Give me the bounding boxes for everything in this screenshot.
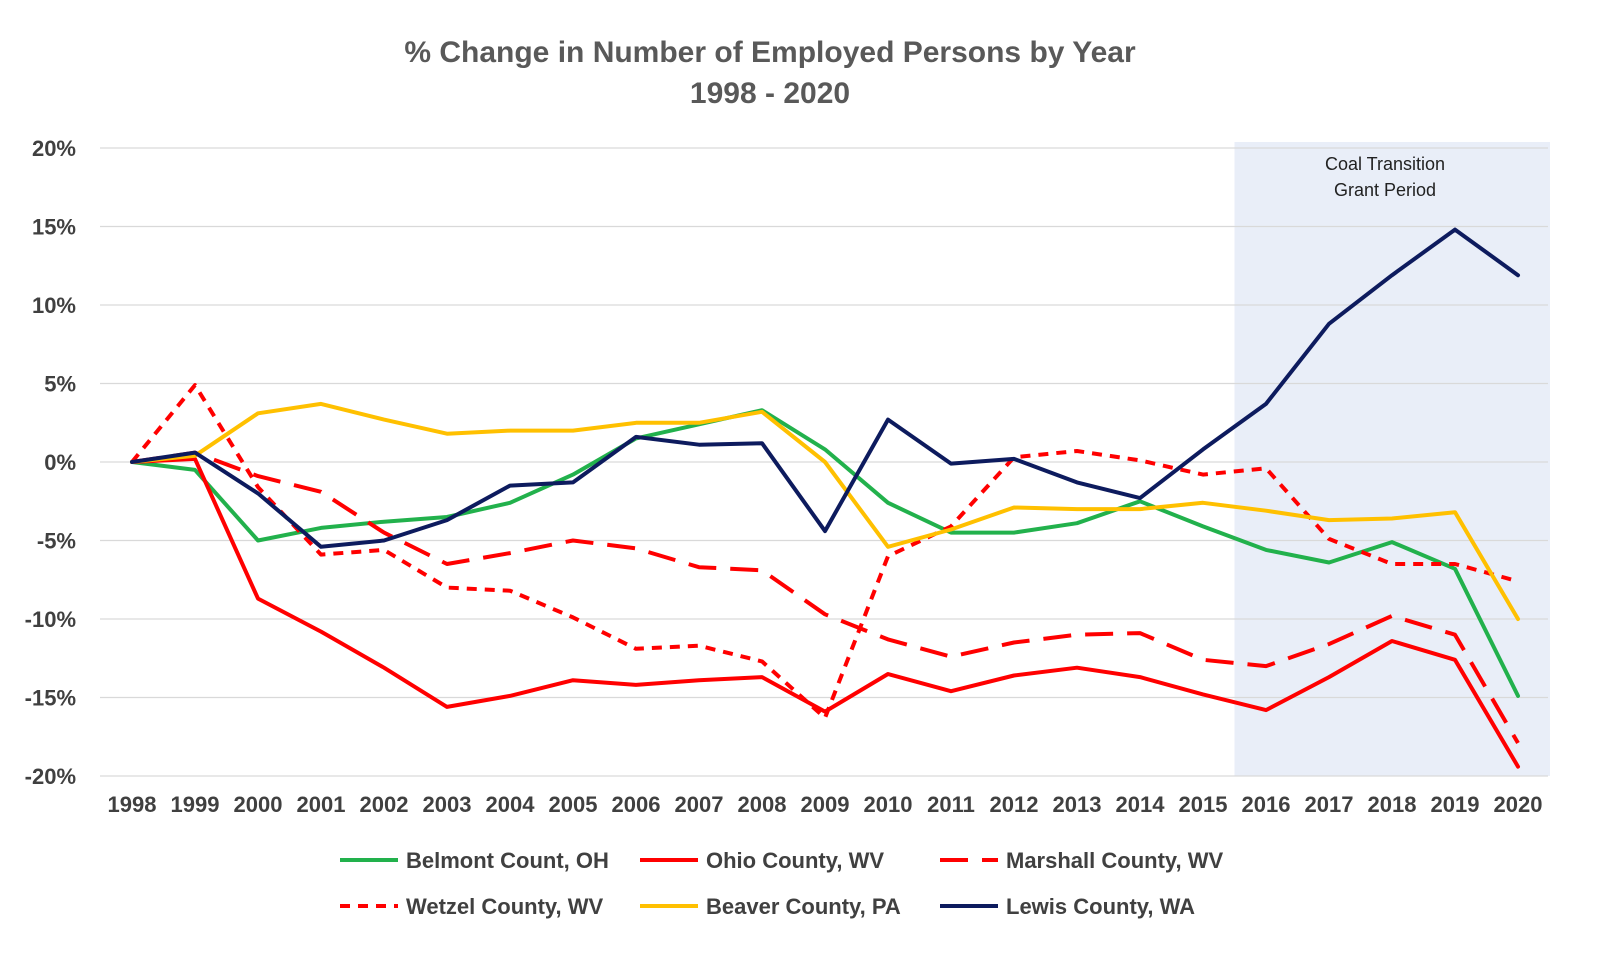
x-tick-label: 2003	[423, 792, 472, 817]
x-tick-label: 2005	[549, 792, 598, 817]
legend: Belmont Count, OH Ohio County, WV Marshall…	[340, 848, 1223, 919]
x-tick-label: 1999	[171, 792, 220, 817]
chart-title: % Change in Number of Employed Persons b…	[404, 36, 1136, 69]
legend-label: Ohio County, WV	[706, 848, 884, 873]
y-tick-label: 15%	[32, 215, 76, 240]
x-tick-label: 2006	[612, 792, 661, 817]
x-tick-label: 2016	[1242, 792, 1291, 817]
x-tick-label: 2009	[801, 792, 850, 817]
x-tick-label: 2011	[927, 792, 975, 817]
x-tick-label: 2007	[675, 792, 724, 817]
y-tick-label: 20%	[32, 136, 76, 161]
x-tick-label: 2019	[1431, 792, 1480, 817]
series-line-belmont-count-oh	[130, 408, 1520, 698]
x-tick-label: 2013	[1053, 792, 1102, 817]
legend-label: Beaver County, PA	[706, 894, 901, 919]
legend-label: Belmont Count, OH	[406, 848, 609, 873]
x-axis-ticks: 1998 1999 2000 2001 2002 2003 2004 2005 2006 2007…	[108, 792, 1543, 817]
x-tick-label: 2012	[990, 792, 1039, 817]
x-tick-label: 2008	[738, 792, 787, 817]
x-tick-label: 2017	[1305, 792, 1354, 817]
y-axis-ticks: 20% 15% 10% 5% 0% -5% -10% -15% -20%	[25, 136, 76, 789]
series-line-marshall-county-wv	[131, 450, 1520, 745]
x-tick-label: 1998	[108, 792, 157, 817]
y-tick-label: -15%	[25, 686, 76, 711]
y-tick-label: 10%	[32, 293, 76, 318]
y-tick-label: -10%	[25, 607, 76, 632]
series-line-lewis-county-wa	[130, 227, 1520, 549]
x-tick-label: 2014	[1116, 792, 1166, 817]
legend-label: Lewis County, WA	[1006, 894, 1195, 919]
series-line-beaver-county-pa	[130, 401, 1520, 621]
grant-period-region	[1234, 142, 1550, 776]
chart-subtitle: 1998 - 2020	[690, 77, 850, 110]
y-tick-label: 0%	[44, 450, 76, 475]
x-tick-label: 2018	[1368, 792, 1417, 817]
grant-period-shade	[1234, 142, 1550, 776]
x-tick-label: 2001	[297, 792, 346, 817]
y-tick-label: -20%	[25, 764, 76, 789]
legend-label: Wetzel County, WV	[406, 894, 604, 919]
legend-label: Marshall County, WV	[1006, 848, 1223, 873]
x-tick-label: 2020	[1494, 792, 1543, 817]
y-tick-label: 5%	[44, 372, 76, 397]
x-tick-label: 2000	[234, 792, 283, 817]
series-lines	[130, 227, 1520, 769]
y-tick-label: -5%	[37, 529, 76, 554]
series-line-ohio-county-wv	[130, 456, 1520, 769]
x-tick-label: 2015	[1179, 792, 1228, 817]
x-tick-label: 2010	[864, 792, 913, 817]
series-line-wetzel-county-wv	[130, 383, 1519, 720]
grant-period-label-line2: Grant Period	[1334, 180, 1436, 200]
x-tick-label: 2002	[360, 792, 409, 817]
grant-period-label-line1: Coal Transition	[1325, 154, 1445, 174]
x-tick-label: 2004	[486, 792, 536, 817]
